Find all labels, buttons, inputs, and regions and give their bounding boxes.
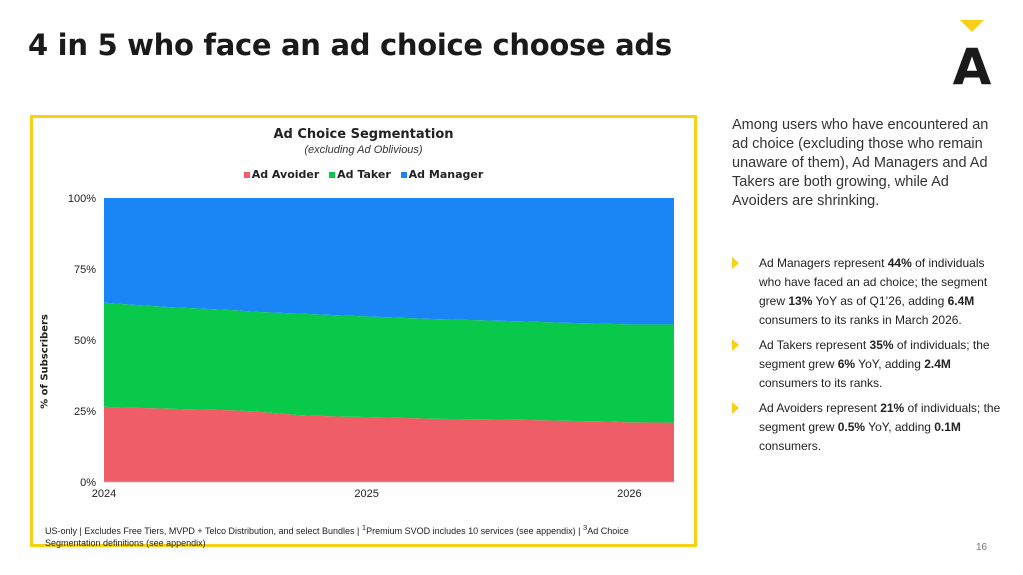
footnote-part-1: US-only | Excludes Free Tiers, MVPD + Te… bbox=[45, 526, 362, 536]
legend-item-ad-avoider: Ad Avoider bbox=[243, 168, 320, 181]
area-series-ad-avoider bbox=[104, 406, 674, 482]
intro-text: Among users who have encountered an ad c… bbox=[732, 117, 989, 209]
logo-letter: A bbox=[953, 38, 992, 88]
bullet-highlight: 13% bbox=[788, 294, 813, 308]
bullet-text: YoY as of Q1’26, adding bbox=[812, 294, 948, 308]
bullet-highlight: 6% bbox=[837, 357, 856, 371]
legend-label-ad-taker: Ad Taker bbox=[337, 168, 391, 181]
legend-swatch-ad-manager bbox=[400, 172, 407, 178]
legend-swatch-ad-taker bbox=[329, 172, 336, 178]
bullet-arrow-icon bbox=[732, 339, 739, 351]
bullet-arrow-icon bbox=[732, 257, 739, 269]
brand-logo: A bbox=[953, 20, 992, 88]
bullet-item: Ad Avoiders represent 21% of individuals… bbox=[732, 399, 1002, 456]
bullet-list: Ad Managers represent 44% of individuals… bbox=[732, 254, 1002, 462]
bullet-text: YoY, adding bbox=[865, 420, 935, 434]
bullet-text: consumers to its ranks in March 2026. bbox=[759, 313, 962, 327]
area-series-ad-manager bbox=[104, 198, 674, 325]
x-tick-label: 2025 bbox=[354, 488, 378, 500]
chart-panel: Ad Choice Segmentation (excluding Ad Obl… bbox=[30, 115, 697, 549]
plot-area: 0% 25% 50% 75% 100% 2024 2025 2026 bbox=[68, 193, 674, 500]
area-series-ad-taker bbox=[104, 302, 674, 423]
bullet-text: Ad Managers represent bbox=[759, 256, 888, 270]
bullet-highlight: 35% bbox=[869, 338, 894, 352]
bullet-text: consumers. bbox=[759, 439, 822, 453]
y-tick-label: 25% bbox=[74, 406, 96, 418]
bullet-text: Ad Takers represent bbox=[759, 338, 870, 352]
y-tick-label: 75% bbox=[74, 264, 96, 276]
y-tick-label: 0% bbox=[80, 477, 96, 489]
y-tick-label: 50% bbox=[74, 335, 96, 347]
bullet-highlight: 0.1M bbox=[934, 420, 961, 434]
bullet-highlight: 0.5% bbox=[837, 420, 866, 434]
bullet-highlight: 6.4M bbox=[947, 294, 975, 308]
bullet-item: Ad Managers represent 44% of individuals… bbox=[732, 254, 1002, 330]
bullet-text: consumers to its ranks. bbox=[759, 376, 883, 390]
bullet-text: YoY, adding bbox=[855, 357, 925, 371]
x-tick-label: 2024 bbox=[92, 488, 116, 500]
legend-label-ad-manager: Ad Manager bbox=[408, 168, 484, 181]
bullet-arrow-icon bbox=[732, 402, 739, 414]
chart-subtitle: (excluding Ad Oblivious) bbox=[304, 144, 423, 156]
bullet-text: of individuals who have faced an ad choi… bbox=[759, 256, 988, 308]
footnote-sup-2: 3 bbox=[583, 523, 588, 532]
footnote-part-2: Premium SVOD includes 10 services (see a… bbox=[366, 526, 584, 536]
legend-swatch-ad-avoider bbox=[243, 172, 250, 178]
page-title: 4 in 5 who face an ad choice choose ads bbox=[28, 28, 672, 62]
bullet-text: of individuals; the segment grew bbox=[759, 338, 990, 371]
bullet-highlight: 2.4M bbox=[924, 357, 951, 371]
page-number: 16 bbox=[976, 542, 988, 553]
footnote-part-3: Ad Choice Segmentation definitions (see … bbox=[45, 526, 629, 548]
legend-label-ad-avoider: Ad Avoider bbox=[251, 168, 320, 181]
chart-title: Ad Choice Segmentation bbox=[273, 127, 454, 142]
y-tick-label: 100% bbox=[68, 193, 96, 205]
bullet-text: Ad Avoiders represent bbox=[759, 401, 881, 415]
logo-triangle bbox=[960, 20, 984, 32]
x-tick-label: 2026 bbox=[617, 488, 641, 500]
bullet-item: Ad Takers represent 35% of individuals; … bbox=[732, 336, 1002, 393]
legend-item-ad-manager: Ad Manager bbox=[400, 168, 484, 181]
bullet-text: of individuals; the segment grew bbox=[759, 401, 1001, 434]
bullet-highlight: 21% bbox=[880, 401, 905, 415]
legend-item-ad-taker: Ad Taker bbox=[329, 168, 391, 181]
footnote-sup-1: 1 bbox=[361, 523, 367, 532]
bullet-highlight: 44% bbox=[887, 256, 912, 270]
chart-legend: Ad Avoider Ad Taker Ad Manager bbox=[33, 168, 694, 181]
footnote: US-only | Excludes Free Tiers, MVPD + Te… bbox=[45, 522, 685, 549]
